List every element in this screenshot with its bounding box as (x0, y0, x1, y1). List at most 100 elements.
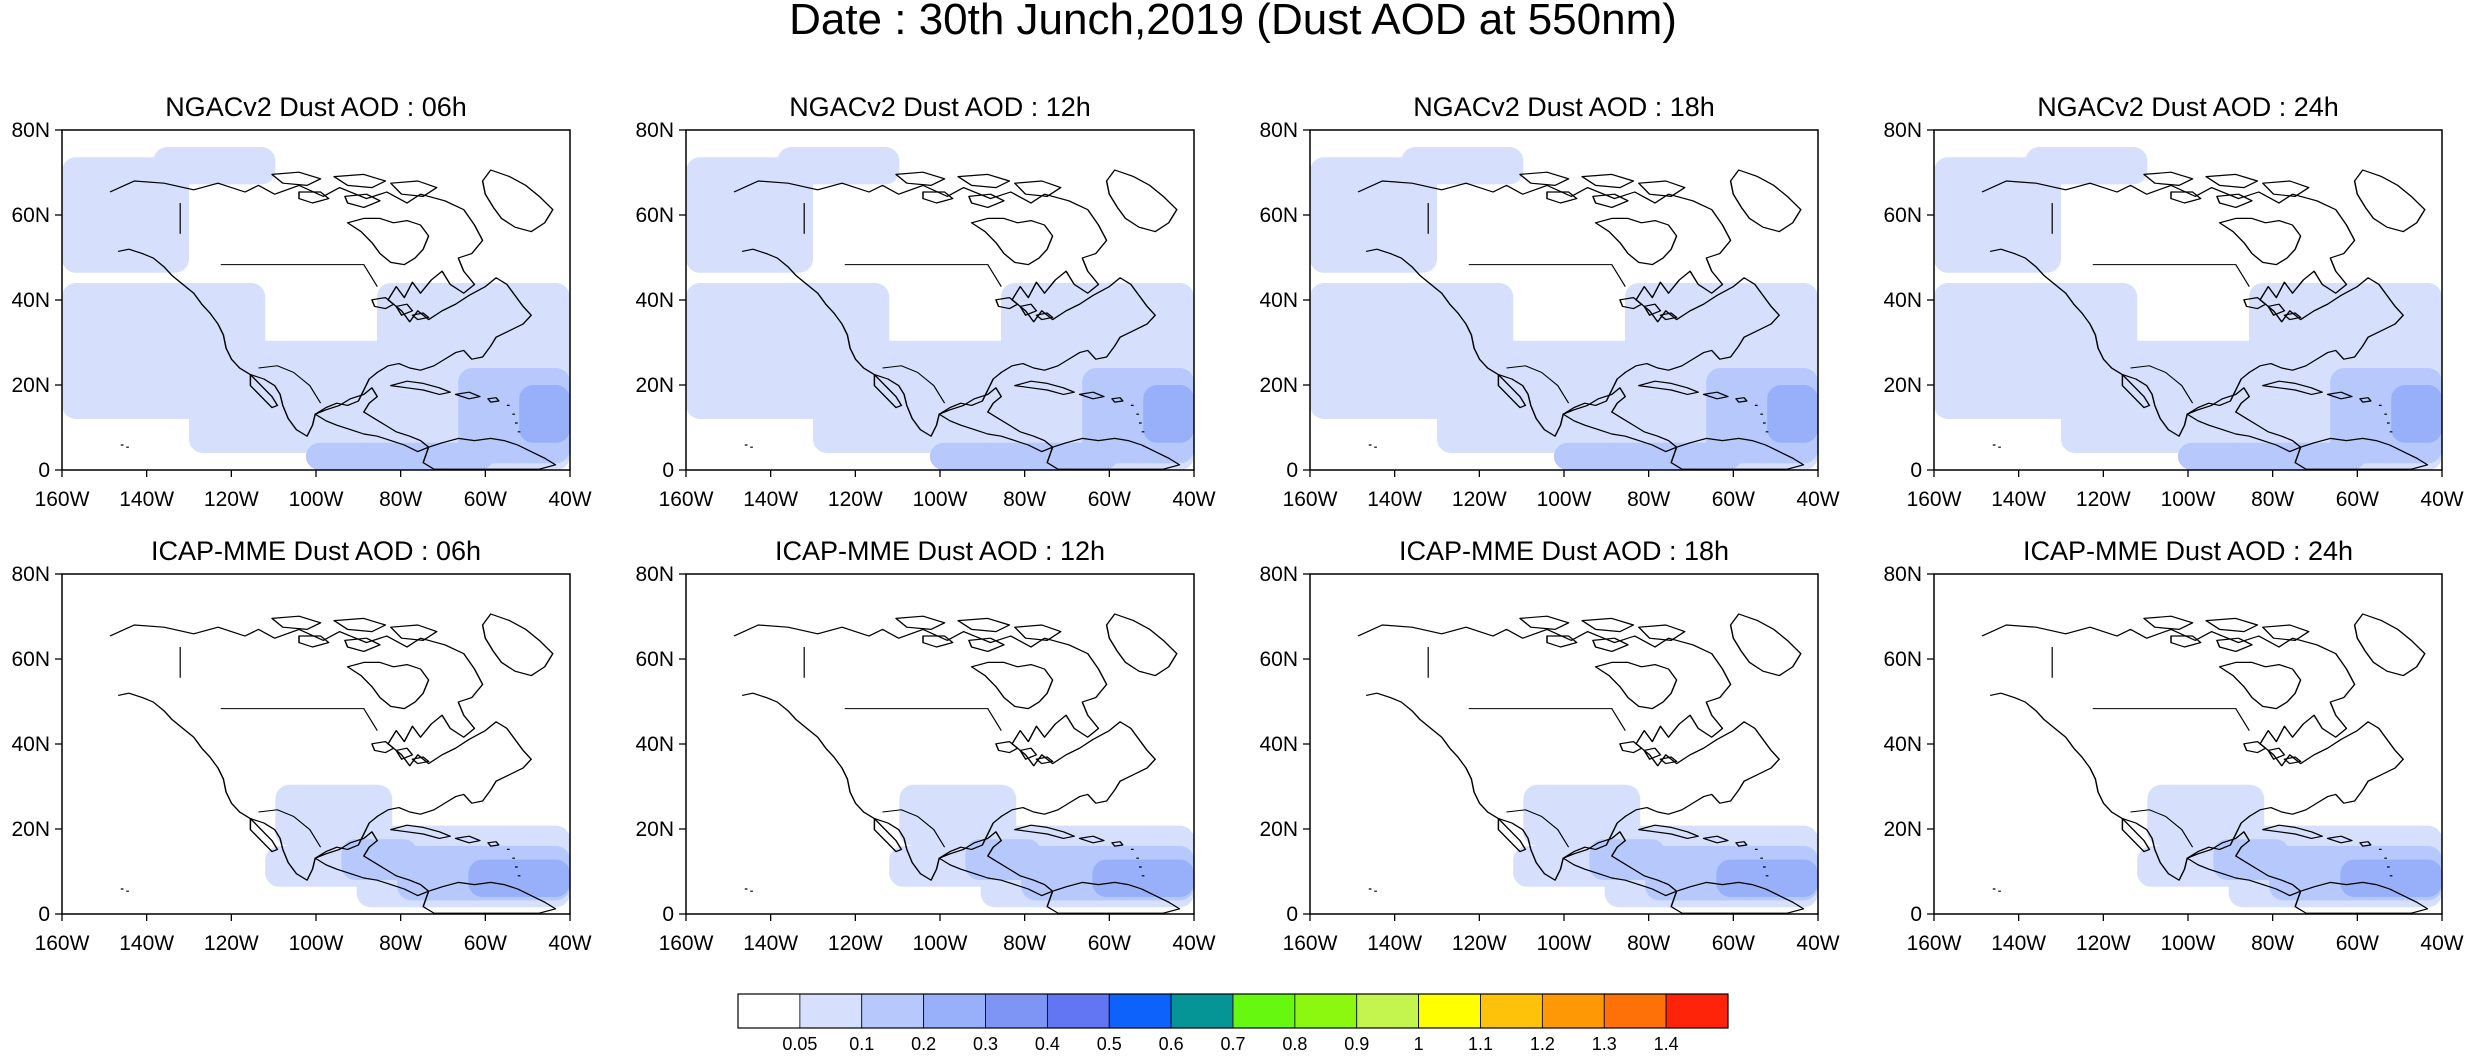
lon-tick-label: 60W (1712, 932, 1755, 955)
lon-tick-label: 160W (1283, 488, 1338, 511)
dust-aod-field (265, 784, 570, 908)
lon-tick-label: 100W (2161, 488, 2216, 511)
colorbar-label: 0.05 (782, 1034, 817, 1054)
lon-tick-label: 40W (2420, 932, 2463, 955)
dust-shading (468, 859, 570, 897)
colorbar-bin (1232, 993, 1296, 1029)
lon-tick-label: 60W (1712, 488, 1755, 511)
colorbar-frame (737, 993, 1729, 1029)
lon-tick-label: 40W (548, 488, 591, 511)
lat-tick-label: 40N (11, 289, 50, 312)
dust-shading (153, 147, 276, 185)
lon-tick-label: 120W (204, 932, 259, 955)
colorbar-bin (1603, 993, 1667, 1029)
lon-tick-label: 140W (1367, 488, 1422, 511)
lon-tick-label: 120W (828, 932, 883, 955)
dust-aod-field (1310, 147, 1818, 470)
dust-aod-field (1934, 147, 2442, 470)
colorbar-label: 0.9 (1344, 1034, 1369, 1054)
lat-tick-label: 40N (1883, 733, 1922, 756)
lon-tick-label: 80W (379, 932, 422, 955)
map-panel-icap-24: ICAP-MME Dust AOD : 24h 160W 140W 120W 100W 8… (1883, 536, 2463, 955)
colorbar: 0.05 0.1 0.2 0.3 0.4 0.5 0.6 0.7 0.8 0.9 1 1.1 1.2 1.… (737, 993, 1729, 1054)
lat-tick-label: 80N (1259, 563, 1298, 586)
lon-tick-label: 160W (35, 488, 90, 511)
panel-title: ICAP-MME Dust AOD : 06h (151, 536, 481, 566)
colorbar-bin (1170, 993, 1234, 1029)
lon-tick-label: 100W (913, 932, 968, 955)
lat-tick-label: 20N (1259, 818, 1298, 841)
lon-tick-label: 40W (1172, 488, 1215, 511)
dust-shading (341, 839, 418, 880)
lon-tick-label: 60W (1088, 488, 1131, 511)
lon-tick-label: 60W (1088, 932, 1131, 955)
dust-shading (2061, 340, 2265, 453)
panel-title: NGACv2 Dust AOD : 06h (165, 92, 467, 122)
colorbar-label: 1 (1414, 1034, 1424, 1054)
lon-tick-label: 100W (289, 488, 344, 511)
lon-tick-label: 60W (464, 932, 507, 955)
lat-tick-label: 40N (1259, 733, 1298, 756)
lat-tick-label: 60N (635, 204, 674, 227)
dust-shading (1767, 385, 1818, 443)
dust-shading (519, 385, 570, 443)
lat-tick-label: 40N (1883, 289, 1922, 312)
lat-tick-label: 80N (1259, 119, 1298, 142)
dust-shading (686, 157, 813, 273)
lon-tick-label: 140W (743, 488, 798, 511)
lat-tick-label: 0 (662, 459, 674, 482)
lon-tick-label: 80W (2251, 932, 2294, 955)
lat-tick-label: 20N (11, 374, 50, 397)
dust-shading (2025, 147, 2148, 185)
colorbar-bin (923, 993, 986, 1029)
lat-tick-label: 20N (635, 374, 674, 397)
dust-shading (2213, 839, 2290, 880)
colorbar-label: 1.1 (1468, 1034, 1493, 1054)
panel-title: ICAP-MME Dust AOD : 24h (2023, 536, 2353, 566)
dust-shading (2177, 442, 2366, 470)
figure-title: Date : 30th Junch,2019 (Dust AOD at 550n… (789, 0, 1677, 44)
dust-shading (1716, 859, 1818, 897)
lat-tick-label: 0 (1286, 903, 1298, 926)
colorbar-bin (1108, 993, 1172, 1029)
colorbar-label: 1.2 (1530, 1034, 1555, 1054)
lat-tick-label: 40N (1259, 289, 1298, 312)
lon-tick-label: 140W (119, 488, 174, 511)
lon-tick-label: 120W (2076, 488, 2131, 511)
lat-tick-label: 20N (1883, 818, 1922, 841)
lon-tick-label: 100W (913, 488, 968, 511)
dust-shading (2391, 385, 2442, 443)
colorbar-label: 0.7 (1220, 1034, 1245, 1054)
lat-tick-label: 60N (11, 204, 50, 227)
panel-title: NGACv2 Dust AOD : 12h (789, 92, 1091, 122)
lon-tick-label: 100W (2161, 932, 2216, 955)
lon-tick-label: 40W (2420, 488, 2463, 511)
colorbar-bin (1294, 993, 1358, 1029)
map-panel-ngac-18: NGACv2 Dust AOD : 18h 160W 140W 120W 100W 80W… (1259, 92, 1839, 511)
dust-aod-field (62, 147, 570, 470)
lat-tick-label: 40N (635, 733, 674, 756)
lon-tick-label: 140W (1367, 932, 1422, 955)
lat-tick-label: 80N (635, 119, 674, 142)
colorbar-bin (1046, 993, 1110, 1029)
dust-shading (1437, 340, 1641, 453)
colorbar-bin (1541, 993, 1605, 1029)
colorbar-label: 0.8 (1282, 1034, 1307, 1054)
lat-tick-label: 20N (635, 818, 674, 841)
lon-tick-label: 120W (828, 488, 883, 511)
lat-tick-label: 60N (635, 648, 674, 671)
dust-shading (62, 157, 189, 273)
colorbar-bin (799, 993, 863, 1029)
lat-tick-label: 60N (1259, 204, 1298, 227)
lat-tick-label: 0 (38, 459, 50, 482)
dust-shading (1553, 442, 1742, 470)
dust-shading (1401, 147, 1524, 185)
dust-aod-field (2137, 784, 2442, 908)
colorbar-label: 0.2 (911, 1034, 936, 1054)
lat-tick-label: 20N (1883, 374, 1922, 397)
lat-tick-label: 60N (1883, 204, 1922, 227)
lon-tick-label: 160W (1907, 488, 1962, 511)
lon-tick-label: 80W (1627, 932, 1670, 955)
